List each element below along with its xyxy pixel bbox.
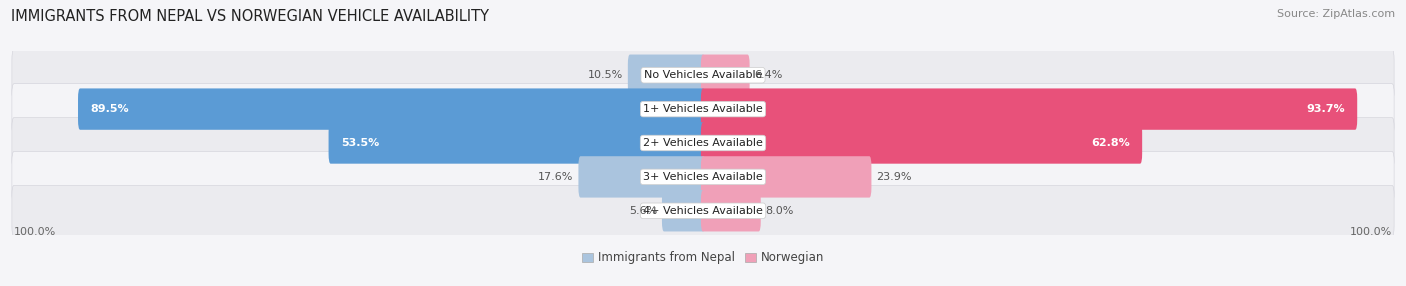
Text: 53.5%: 53.5% xyxy=(342,138,380,148)
Text: 8.0%: 8.0% xyxy=(766,206,794,216)
Text: 1+ Vehicles Available: 1+ Vehicles Available xyxy=(643,104,763,114)
Text: 100.0%: 100.0% xyxy=(1350,227,1392,237)
Text: 62.8%: 62.8% xyxy=(1091,138,1129,148)
FancyBboxPatch shape xyxy=(11,118,1395,168)
FancyBboxPatch shape xyxy=(11,50,1395,101)
FancyBboxPatch shape xyxy=(11,185,1395,236)
FancyBboxPatch shape xyxy=(11,152,1395,202)
FancyBboxPatch shape xyxy=(329,122,704,164)
FancyBboxPatch shape xyxy=(702,190,761,231)
FancyBboxPatch shape xyxy=(628,55,704,96)
Text: 89.5%: 89.5% xyxy=(90,104,129,114)
FancyBboxPatch shape xyxy=(662,190,704,231)
Text: 3+ Vehicles Available: 3+ Vehicles Available xyxy=(643,172,763,182)
Text: 4+ Vehicles Available: 4+ Vehicles Available xyxy=(643,206,763,216)
Text: 6.4%: 6.4% xyxy=(755,70,783,80)
Text: 17.6%: 17.6% xyxy=(538,172,574,182)
Text: Source: ZipAtlas.com: Source: ZipAtlas.com xyxy=(1277,9,1395,19)
FancyBboxPatch shape xyxy=(11,84,1395,134)
FancyBboxPatch shape xyxy=(77,88,704,130)
FancyBboxPatch shape xyxy=(702,122,1142,164)
FancyBboxPatch shape xyxy=(702,88,1357,130)
Text: 100.0%: 100.0% xyxy=(14,227,56,237)
Text: IMMIGRANTS FROM NEPAL VS NORWEGIAN VEHICLE AVAILABILITY: IMMIGRANTS FROM NEPAL VS NORWEGIAN VEHIC… xyxy=(11,9,489,23)
Text: No Vehicles Available: No Vehicles Available xyxy=(644,70,762,80)
Text: 5.6%: 5.6% xyxy=(628,206,657,216)
Legend: Immigrants from Nepal, Norwegian: Immigrants from Nepal, Norwegian xyxy=(576,247,830,269)
FancyBboxPatch shape xyxy=(702,55,749,96)
Text: 2+ Vehicles Available: 2+ Vehicles Available xyxy=(643,138,763,148)
Text: 10.5%: 10.5% xyxy=(588,70,623,80)
Text: 93.7%: 93.7% xyxy=(1306,104,1344,114)
FancyBboxPatch shape xyxy=(578,156,704,198)
FancyBboxPatch shape xyxy=(702,156,872,198)
Text: 23.9%: 23.9% xyxy=(876,172,912,182)
